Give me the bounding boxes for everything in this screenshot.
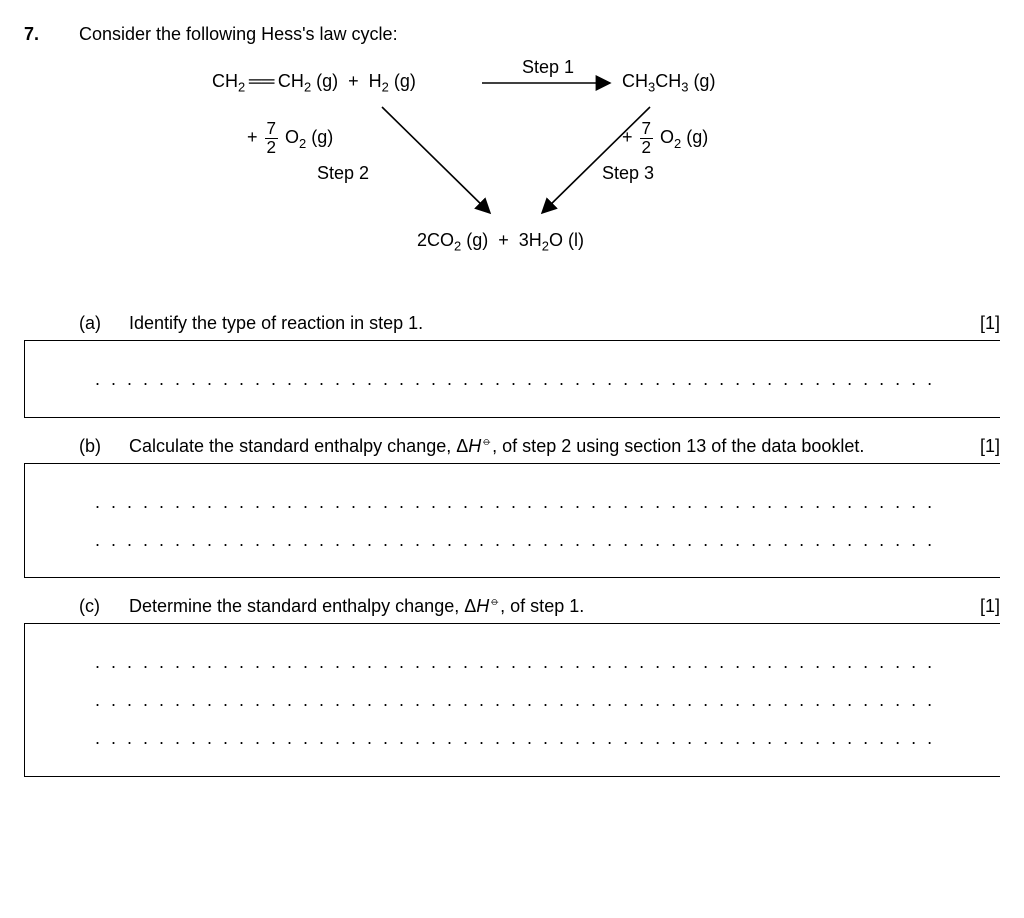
part-c-row: (c) Determine the standard enthalpy chan… bbox=[79, 596, 1000, 617]
part-a-text: Identify the type of reaction in step 1. bbox=[129, 313, 960, 334]
product-right: CH3CH3 (g) bbox=[622, 71, 715, 92]
part-a-letter: (a) bbox=[79, 313, 129, 334]
reactants-left: CH2 ══ CH2 (g) + H2 (g) bbox=[212, 71, 416, 92]
step1-label: Step 1 bbox=[522, 57, 574, 78]
products-bottom: 2CO2 (g) + 3H2O (l) bbox=[417, 230, 584, 251]
step3-label: Step 3 bbox=[602, 163, 654, 184]
question-number: 7. bbox=[24, 24, 79, 45]
answer-line: . . . . . . . . . . . . . . . . . . . . … bbox=[95, 522, 940, 560]
question-header: 7. Consider the following Hess's law cyc… bbox=[24, 24, 1000, 45]
answer-line: . . . . . . . . . . . . . . . . . . . . … bbox=[95, 361, 940, 399]
part-b-row: (b) Calculate the standard enthalpy chan… bbox=[79, 436, 1000, 457]
part-b-text: Calculate the standard enthalpy change, … bbox=[129, 436, 960, 457]
part-a-marks: [1] bbox=[960, 313, 1000, 334]
part-c-letter: (c) bbox=[79, 596, 129, 617]
answer-line: . . . . . . . . . . . . . . . . . . . . … bbox=[95, 682, 940, 720]
part-b-answer-box: . . . . . . . . . . . . . . . . . . . . … bbox=[24, 463, 1000, 579]
part-a-row: (a) Identify the type of reaction in ste… bbox=[79, 313, 1000, 334]
answer-line: . . . . . . . . . . . . . . . . . . . . … bbox=[95, 720, 940, 758]
part-c-marks: [1] bbox=[960, 596, 1000, 617]
step2-reagent: + 72 O2 (g) bbox=[247, 120, 333, 157]
part-a-answer-box: . . . . . . . . . . . . . . . . . . . . … bbox=[24, 340, 1000, 418]
part-b-marks: [1] bbox=[960, 436, 1000, 457]
part-c-text: Determine the standard enthalpy change, … bbox=[129, 596, 960, 617]
step2-label: Step 2 bbox=[317, 163, 369, 184]
hess-cycle-diagram: CH2 ══ CH2 (g) + H2 (g) Step 1 CH3CH3 (g… bbox=[24, 65, 1000, 295]
part-b-letter: (b) bbox=[79, 436, 129, 457]
answer-line: . . . . . . . . . . . . . . . . . . . . … bbox=[95, 484, 940, 522]
step3-reagent: + 72 O2 (g) bbox=[622, 120, 708, 157]
part-c-answer-box: . . . . . . . . . . . . . . . . . . . . … bbox=[24, 623, 1000, 776]
answer-line: . . . . . . . . . . . . . . . . . . . . … bbox=[95, 644, 940, 682]
question-intro: Consider the following Hess's law cycle: bbox=[79, 24, 398, 45]
